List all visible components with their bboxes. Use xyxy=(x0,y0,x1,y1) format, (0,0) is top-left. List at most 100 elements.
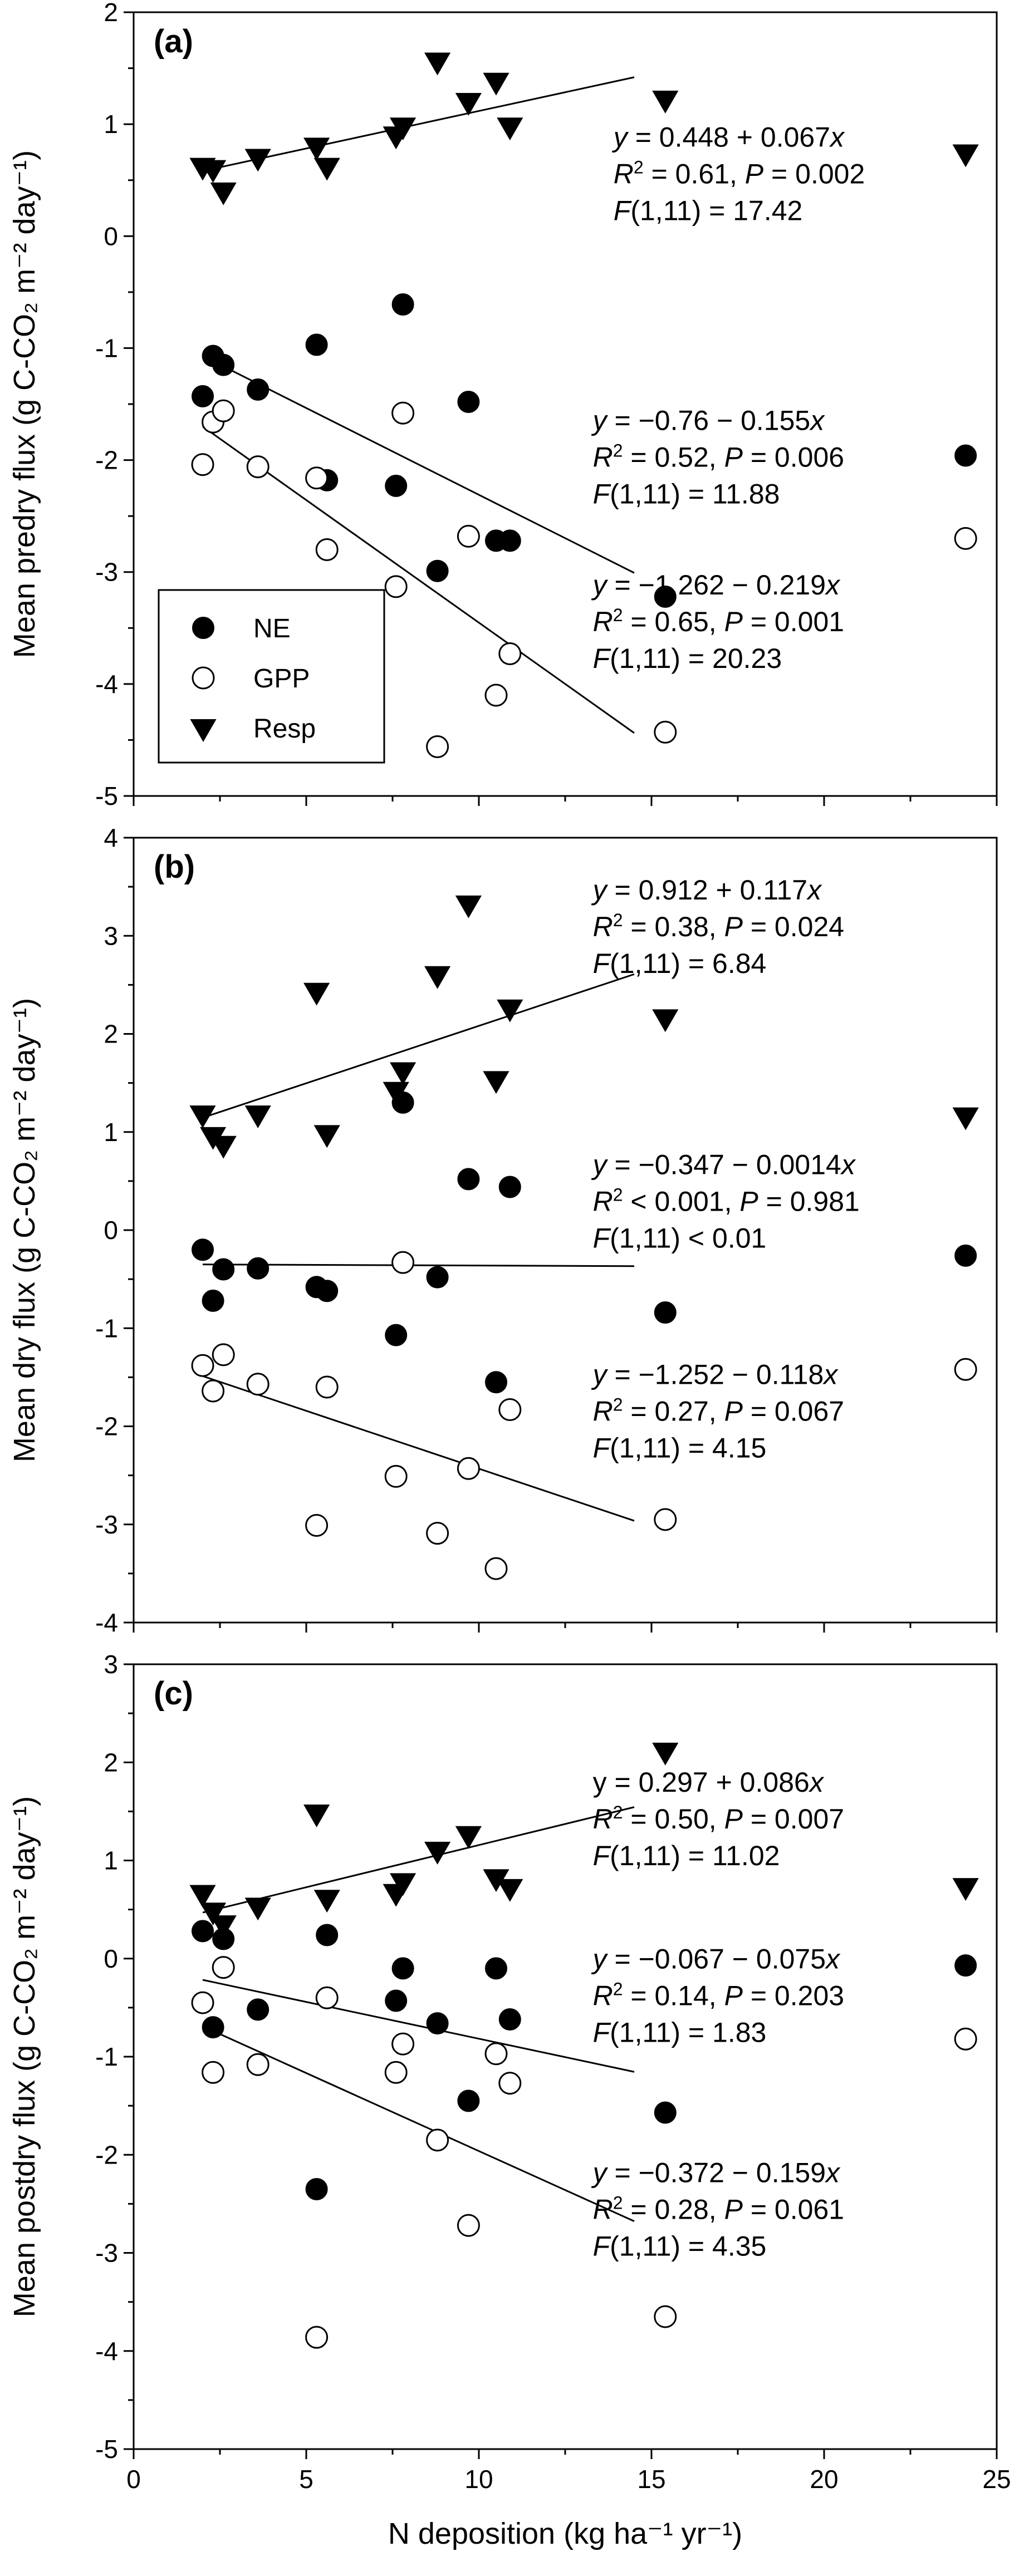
p-value: = 0.981 xyxy=(758,1186,860,1217)
r2-value: = 0.65, xyxy=(623,606,724,637)
y-tick-label: -5 xyxy=(95,2435,118,2464)
regression-annotation: y = −1.262 − 0.219x R2 = 0.65, P = 0.001 F… xyxy=(591,569,844,674)
equation-text: = −1.262 − 0.219 xyxy=(607,569,826,601)
y-tick-label: -1 xyxy=(95,2042,118,2071)
legend-label: GPP xyxy=(253,664,310,694)
y-tick-label: 2 xyxy=(104,1748,118,1777)
point-resp xyxy=(455,92,482,116)
point-ne xyxy=(247,1257,270,1280)
point-gpp xyxy=(191,453,214,476)
equation-var: y xyxy=(591,1943,609,1974)
point-ne xyxy=(485,1371,507,1394)
p-symbol: P xyxy=(724,606,743,637)
p-symbol: P xyxy=(739,1186,758,1217)
point-gpp xyxy=(498,642,522,666)
p-symbol: P xyxy=(745,158,764,189)
x-tick-label: 25 xyxy=(982,2465,1011,2494)
point-gpp xyxy=(484,684,508,707)
y-tick-label: -4 xyxy=(95,2337,118,2366)
point-resp xyxy=(200,160,227,183)
point-gpp xyxy=(457,1457,480,1480)
equation-var: x xyxy=(825,2157,841,2189)
p-symbol: P xyxy=(724,1396,743,1427)
y-axis: -4 -3 -2 -1 0 1 2 3 4 xyxy=(95,823,134,1637)
fit-line-ne xyxy=(202,1264,635,1267)
point-ne xyxy=(391,293,414,316)
point-resp xyxy=(497,999,523,1022)
point-gpp xyxy=(305,1514,329,1537)
fit-line-ne xyxy=(202,1979,635,2073)
p-value: = 0.061 xyxy=(743,2194,844,2225)
r2-superscript: 2 xyxy=(613,1185,623,1205)
point-ne xyxy=(426,559,449,582)
point-ne xyxy=(316,1280,339,1302)
legend-marker-resp xyxy=(190,719,217,742)
legend-label: NE xyxy=(253,614,291,643)
point-resp xyxy=(244,1897,271,1921)
p-value: = 0.002 xyxy=(763,158,865,189)
point-ne xyxy=(391,1957,414,1980)
point-resp xyxy=(424,1841,451,1865)
point-resp xyxy=(390,117,416,141)
x-tick-label: 20 xyxy=(810,2465,838,2494)
point-gpp xyxy=(212,399,235,422)
equation-var: y xyxy=(591,1359,609,1390)
y-tick-label: -3 xyxy=(95,558,118,587)
point-resp xyxy=(200,1902,227,1926)
r2-value: = 0.50, xyxy=(623,1803,724,1835)
point-gpp xyxy=(246,455,270,479)
y-tick-label: 1 xyxy=(104,110,118,139)
p-value: = 0.001 xyxy=(743,606,844,637)
point-ne xyxy=(192,1238,214,1261)
point-gpp xyxy=(426,735,449,758)
r2-symbol: R xyxy=(593,2194,613,2225)
fit-line-resp xyxy=(202,973,635,1119)
x-tick-label: 5 xyxy=(299,2465,313,2494)
y-tick-label: 2 xyxy=(104,1020,118,1049)
p-symbol: P xyxy=(724,2194,743,2225)
p-value: = 0.007 xyxy=(743,1803,844,1835)
point-ne xyxy=(498,1176,521,1198)
p-symbol: P xyxy=(724,441,743,473)
equation-var: y xyxy=(591,874,609,906)
point-ne xyxy=(457,2090,480,2112)
equation-var: y xyxy=(591,569,609,601)
point-gpp xyxy=(654,1508,677,1531)
point-resp xyxy=(303,137,330,161)
equation-line: y = 0.297 + 0.086x xyxy=(593,1767,825,1798)
point-gpp xyxy=(484,1557,508,1580)
fit-line-gpp xyxy=(202,426,635,734)
point-gpp xyxy=(315,538,339,561)
r2-superscript: 2 xyxy=(613,2193,623,2213)
f-symbol: F xyxy=(593,478,611,509)
point-resp xyxy=(313,1125,340,1148)
p-value: = 0.203 xyxy=(743,1980,844,2011)
y-tick-label: -2 xyxy=(95,2140,118,2169)
y-tick-label: 1 xyxy=(104,1846,118,1875)
y-tick-label: 1 xyxy=(104,1118,118,1147)
r2-superscript: 2 xyxy=(613,910,623,930)
point-resp xyxy=(244,1105,271,1128)
equation-var: x xyxy=(809,405,825,436)
point-gpp xyxy=(457,2214,480,2237)
point-resp xyxy=(244,149,271,172)
fit-line-resp xyxy=(202,1806,635,1914)
equation-text: = −0.347 − 0.0014 xyxy=(607,1149,841,1181)
f-value: (1,11) = 6.84 xyxy=(610,948,766,979)
y-tick-label: -3 xyxy=(95,1510,118,1539)
y-tick-label: 3 xyxy=(104,921,118,950)
point-resp xyxy=(210,1135,237,1159)
series-gpp xyxy=(191,1251,977,1580)
r2-line: R2 = 0.27, P = 0.067 xyxy=(593,1395,844,1427)
point-ne xyxy=(385,1989,408,2012)
r2-value: = 0.14, xyxy=(623,1980,724,2011)
point-gpp xyxy=(954,527,977,550)
y-tick-label: -4 xyxy=(95,670,118,699)
r2-value: = 0.38, xyxy=(623,911,724,942)
point-ne xyxy=(498,2008,521,2031)
r2-symbol: R xyxy=(593,1396,613,1427)
equation-var: x xyxy=(808,1767,825,1798)
equation-line: y = −0.76 − 0.155x xyxy=(591,405,826,436)
regression-annotation: y = −0.347 − 0.0014x R2 < 0.001, P = 0.98… xyxy=(591,1149,860,1254)
r2-symbol: R xyxy=(593,1803,613,1835)
